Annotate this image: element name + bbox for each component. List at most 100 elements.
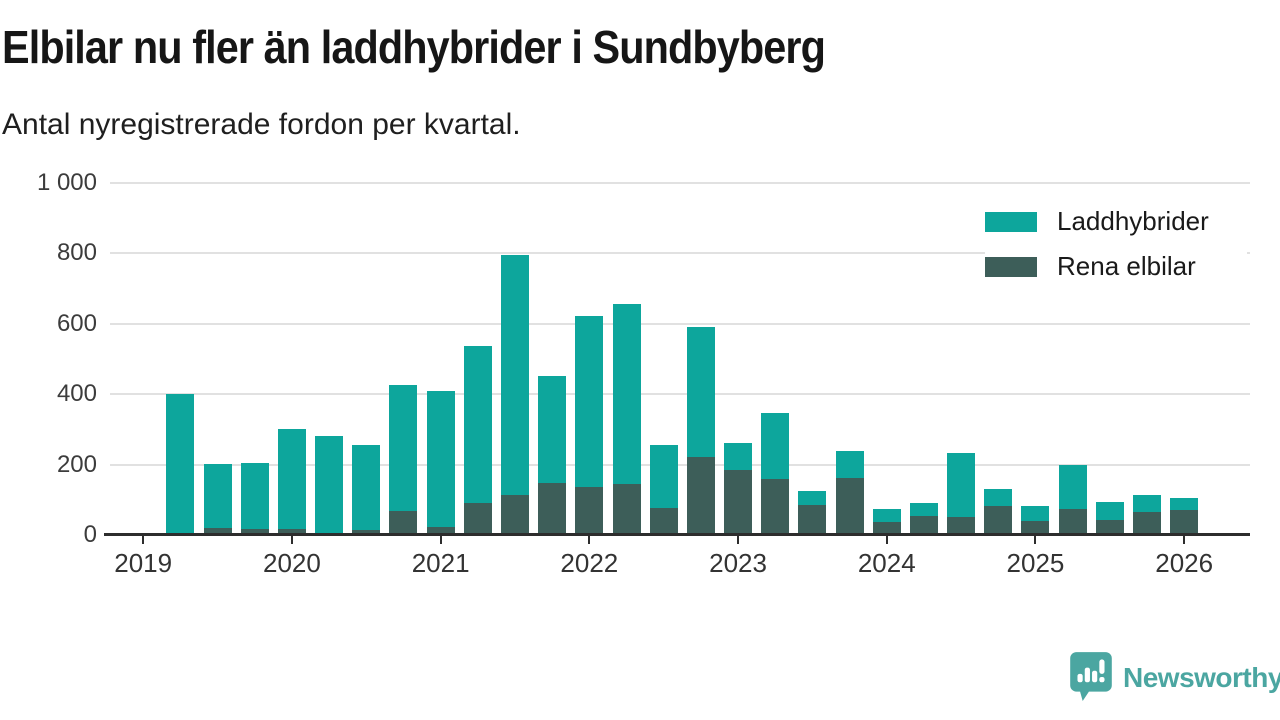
chart-title: Elbilar nu fler än laddhybrider i Sundby… [2, 21, 826, 73]
bar-segment-laddhybrider [1170, 497, 1199, 511]
bar-segment-laddhybrider [500, 254, 529, 495]
x-axis-tick-2026 [1183, 535, 1186, 544]
bar-segment-laddhybrider [426, 390, 455, 528]
bar-segment-laddhybrider [649, 445, 678, 508]
gridline-400 [110, 393, 1250, 396]
gridline-200 [110, 463, 1250, 466]
bar-segment-laddhybrider [984, 489, 1013, 507]
x-axis-tick-2025 [1034, 535, 1037, 544]
y-axis-label-1000: 1 000 [36, 169, 97, 196]
bar-segment-laddhybrider [798, 490, 827, 506]
bar-segment-rena-elbilar [1058, 509, 1087, 535]
bar-segment-rena-elbilar [761, 479, 790, 535]
bar-segment-laddhybrider [1021, 506, 1050, 522]
bar-segment-rena-elbilar [203, 527, 232, 535]
gridline-600 [110, 322, 1250, 325]
bar-segment-rena-elbilar [240, 529, 269, 535]
x-axis-label-2023: 2023 [709, 548, 767, 578]
bar-2025-k2 [1058, 464, 1087, 535]
bar-2025-k3 [1095, 501, 1124, 535]
bar-2024-k3 [947, 452, 976, 535]
bar-segment-rena-elbilar [426, 527, 455, 535]
x-axis-label-2021: 2021 [411, 548, 470, 578]
x-axis-line [104, 533, 1250, 536]
bar-segment-laddhybrider [315, 436, 344, 533]
bar-segment-rena-elbilar [909, 515, 938, 535]
bar-2022-k1 [575, 316, 604, 535]
x-axis-tick-2020 [290, 535, 293, 544]
bar-2019-k3 [203, 463, 232, 535]
bar-2022-k3 [649, 445, 678, 535]
bar-segment-laddhybrider [389, 385, 418, 511]
bar-segment-rena-elbilar [984, 506, 1013, 535]
bar-segment-rena-elbilar [1170, 510, 1199, 535]
legend-item-laddhybrider: Laddhybrider [985, 206, 1247, 237]
bar-segment-rena-elbilar [500, 494, 529, 535]
bar-segment-laddhybrider [240, 462, 269, 530]
bar-segment-rena-elbilar [463, 502, 492, 535]
bar-segment-rena-elbilar [389, 510, 418, 535]
x-axis-label-2025: 2025 [1006, 548, 1065, 578]
legend-label-laddhybrider: Laddhybrider [1057, 206, 1209, 236]
bar-2025-k1 [1021, 506, 1050, 535]
bar-2021-k4 [538, 375, 567, 535]
gridline-1000 [110, 182, 1250, 184]
bar-2019-k2 [166, 394, 195, 535]
bar-segment-laddhybrider [909, 502, 938, 516]
bar-2024-k4 [984, 489, 1013, 535]
laddhybrider-swatch-icon [985, 211, 1037, 232]
bar-2023-k1 [724, 443, 753, 535]
legend-label-rena-elbilar: Rena elbilar [1057, 251, 1196, 281]
bar-2021-k1 [426, 390, 455, 535]
bar-segment-laddhybrider [463, 346, 492, 503]
bar-segment-laddhybrider [1058, 464, 1087, 510]
bar-2023-k2 [761, 412, 790, 535]
y-axis-label-200: 200 [56, 450, 97, 478]
bar-segment-rena-elbilar [798, 505, 827, 535]
bar-segment-rena-elbilar [649, 507, 678, 535]
x-axis-tick-2024 [885, 535, 888, 544]
bar-segment-laddhybrider [352, 444, 381, 531]
bar-2020-k3 [352, 444, 381, 535]
bar-segment-rena-elbilar [538, 482, 567, 535]
bar-segment-laddhybrider [277, 429, 306, 529]
chart-subtitle: Antal nyregistrerade fordon per kvartal. [2, 108, 521, 141]
bar-2023-k4 [835, 450, 864, 535]
bar-segment-laddhybrider [203, 463, 232, 528]
x-axis-label-2024: 2024 [857, 548, 916, 578]
bar-segment-laddhybrider [835, 450, 864, 478]
bar-segment-laddhybrider [538, 375, 567, 483]
y-axis-label-400: 400 [56, 380, 97, 408]
bar-segment-laddhybrider [166, 394, 195, 535]
bar-segment-laddhybrider [1095, 501, 1124, 520]
x-axis-label-2020: 2020 [262, 548, 321, 578]
bar-segment-rena-elbilar [947, 517, 976, 535]
bar-segment-rena-elbilar [1095, 519, 1124, 535]
x-axis-label-2019: 2019 [114, 548, 173, 578]
bar-2022-k2 [612, 304, 641, 535]
legend: Laddhybrider Rena elbilar [985, 202, 1247, 286]
x-axis-tick-2022 [588, 535, 591, 544]
x-axis-label-2022: 2022 [560, 548, 619, 578]
bar-segment-rena-elbilar [277, 528, 306, 535]
bar-segment-rena-elbilar [575, 486, 604, 535]
newsworthy-wordmark: Newsworthy [1123, 662, 1280, 693]
bar-segment-rena-elbilar [612, 483, 641, 535]
y-axis-label-800: 800 [56, 239, 97, 267]
bar-segment-laddhybrider [575, 316, 604, 487]
bar-2026-k1 [1170, 497, 1199, 535]
legend-item-rena-elbilar: Rena elbilar [985, 251, 1247, 282]
bar-segment-laddhybrider [686, 326, 715, 457]
bar-segment-rena-elbilar [724, 470, 753, 535]
bar-segment-rena-elbilar [686, 456, 715, 535]
bar-segment-laddhybrider [872, 509, 901, 523]
bar-2022-k4 [686, 326, 715, 535]
bar-2023-k3 [798, 490, 827, 535]
bar-segment-rena-elbilar [1021, 521, 1050, 535]
x-axis-label-2026: 2026 [1155, 548, 1214, 578]
bar-segment-laddhybrider [761, 412, 790, 480]
bar-2021-k3 [500, 254, 529, 535]
bar-segment-rena-elbilar [1132, 511, 1161, 535]
bar-segment-laddhybrider [947, 452, 976, 518]
